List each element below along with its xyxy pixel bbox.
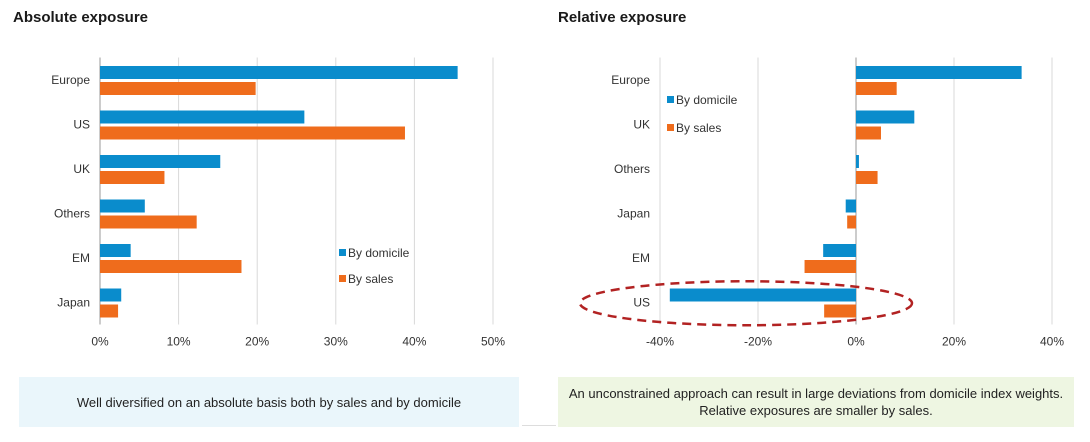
rel-bar-others-domicile [856, 155, 859, 168]
abs-category-label-us: US [73, 117, 90, 131]
abs-bar-japan-sales [100, 304, 119, 318]
rel-legend-label-sales: By sales [676, 121, 721, 135]
abs-legend-label-domicile: By domicile [348, 246, 410, 260]
rel-legend-label-domicile: By domicile [676, 93, 738, 107]
rel-bar-us-domicile [669, 288, 856, 302]
abs-bar-others-sales [100, 215, 197, 229]
abs-bar-europe-sales [100, 82, 256, 95]
rel-category-label-europe: Europe [611, 73, 650, 87]
rel-bar-uk-domicile [856, 110, 915, 124]
abs-tick-label: 20% [245, 335, 269, 349]
divider-line [522, 425, 556, 426]
abs-category-label-japan: Japan [57, 295, 90, 309]
abs-bar-uk-sales [100, 171, 165, 184]
rel-bar-europe-domicile [856, 66, 1022, 79]
abs-tick-label: 40% [402, 335, 426, 349]
abs-legend-swatch-domicile [339, 249, 346, 256]
rel-bar-em-domicile [823, 244, 856, 257]
rel-legend-swatch-sales [667, 124, 674, 131]
relative-exposure-title: Relative exposure [558, 9, 687, 26]
abs-category-label-em: EM [72, 251, 90, 265]
rel-tick-label: -20% [744, 335, 772, 349]
absolute-exposure-note: Well diversified on an absolute basis bo… [19, 377, 519, 427]
abs-bar-em-domicile [100, 244, 131, 257]
rel-legend-swatch-domicile [667, 96, 674, 103]
rel-bar-japan-sales [847, 215, 856, 229]
abs-legend-label-sales: By sales [348, 272, 393, 286]
abs-bar-europe-domicile [100, 66, 458, 79]
rel-tick-label: 20% [942, 335, 966, 349]
absolute-exposure-title: Absolute exposure [13, 9, 149, 26]
abs-bar-japan-domicile [100, 288, 122, 302]
abs-tick-label: 30% [324, 335, 348, 349]
abs-bar-uk-domicile [100, 155, 221, 168]
rel-tick-label: -40% [646, 335, 674, 349]
rel-category-label-uk: UK [633, 117, 650, 131]
abs-bar-us-domicile [100, 110, 305, 124]
abs-tick-label: 10% [167, 335, 191, 349]
rel-bar-em-sales [804, 260, 856, 273]
abs-tick-label: 50% [481, 335, 505, 349]
abs-bar-em-sales [100, 260, 242, 273]
rel-tick-label: 40% [1040, 335, 1064, 349]
rel-category-label-us: US [633, 295, 650, 309]
rel-category-label-others: Others [614, 162, 650, 176]
rel-tick-label: 0% [847, 335, 865, 349]
rel-category-label-em: EM [632, 251, 650, 265]
rel-category-label-japan: Japan [617, 206, 650, 220]
abs-category-label-europe: Europe [51, 73, 90, 87]
abs-bar-others-domicile [100, 199, 145, 213]
rel-bar-us-sales [824, 304, 856, 318]
abs-tick-label: 0% [91, 335, 109, 349]
rel-bar-japan-domicile [845, 199, 856, 213]
us-highlight-ellipse [578, 280, 914, 327]
abs-bar-us-sales [100, 126, 405, 140]
rel-bar-europe-sales [856, 82, 897, 95]
abs-category-label-uk: UK [73, 162, 90, 176]
rel-bar-others-sales [856, 171, 878, 184]
abs-category-label-others: Others [54, 206, 90, 220]
rel-bar-uk-sales [856, 126, 881, 140]
relative-exposure-note: An unconstrained approach can result in … [558, 377, 1074, 427]
abs-legend-swatch-sales [339, 275, 346, 282]
